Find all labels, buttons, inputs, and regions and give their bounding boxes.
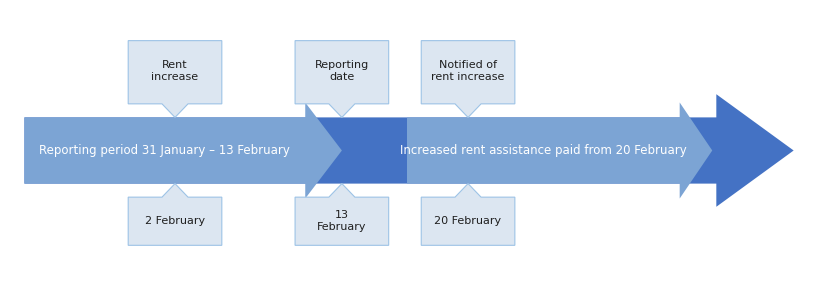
Polygon shape [295,41,389,117]
Text: Increased rent assistance paid from 20 February: Increased rent assistance paid from 20 F… [400,144,687,157]
Text: Reporting
date: Reporting date [315,60,369,82]
Text: Rent
increase: Rent increase [151,60,199,82]
Polygon shape [295,184,389,245]
Polygon shape [407,102,712,199]
Polygon shape [422,184,514,245]
Polygon shape [422,41,514,117]
Polygon shape [24,102,342,199]
Text: Reporting period 31 January – 13 February: Reporting period 31 January – 13 Februar… [39,144,291,157]
Polygon shape [24,94,794,207]
Text: 2 February: 2 February [145,216,205,226]
Polygon shape [129,41,221,117]
Text: 20 February: 20 February [435,216,501,226]
Text: Notified of
rent increase: Notified of rent increase [431,60,505,82]
Text: 13
February: 13 February [317,210,366,232]
Polygon shape [129,184,221,245]
